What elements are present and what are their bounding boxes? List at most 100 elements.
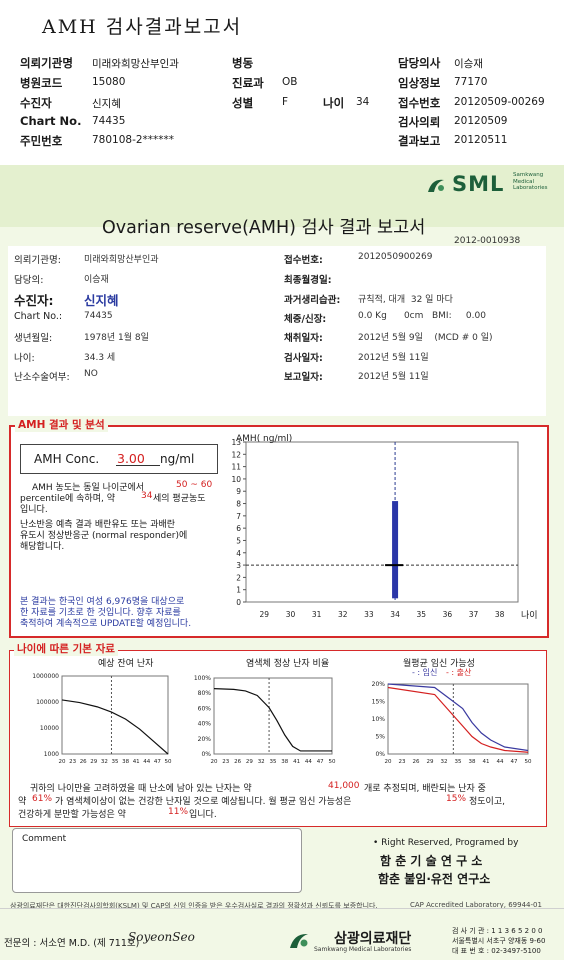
summary-text: 약 [18,797,27,807]
amh-conc-label: AMH Conc. [34,452,100,466]
header-value: 이승재 [454,58,483,70]
x-tick-label: 50 [165,759,172,765]
x-tick-label: 23 [69,759,76,765]
header-value: OB [282,76,298,88]
header-value: 신지혜 [92,98,121,110]
accreditation-note: 삼광의료재단은 대한진단검사의학회(KSLM) 및 CAP의 신임 인증을 받은… [10,902,378,910]
interp-text: 유도시 정상반응군 (normal responder)에 [20,531,188,541]
x-tick-label: 47 [154,759,161,765]
summary-pregnancy: 15% [446,794,467,804]
patient-name: 신지혜 [84,293,119,308]
sml-logo-icon [426,176,446,194]
header-label: 병원코드 [20,76,63,90]
y-tick-label: 11 [231,463,241,472]
x-tick-label: 44 [143,759,150,765]
info-label: 최종월경일: [284,275,332,286]
info-value: 2012년 5월 9일 (MCD # 0 일) [358,333,493,343]
header-value: 15080 [92,76,126,88]
header-label: 접수번호 [398,96,441,110]
header-value: 20120509-00269 [454,96,545,108]
header-age-label: 나이 [323,96,345,110]
info-label: 검사일자: [284,353,323,364]
chart-title: 월평균 임신 가능성 [403,659,475,669]
info-label: 난소수술여부: [14,372,70,383]
info-label: 채취일자: [284,333,323,344]
x-tick-label: 41 [483,759,490,765]
x-tick-label: 38 [122,759,129,765]
amh-conc-unit: ng/ml [160,452,195,466]
y-tick-label: 100000 [36,699,59,706]
interp-note: 축적하여 계속적으로 UPDATE할 예정입니다. [20,619,192,629]
x-tick-label: 38 [469,759,476,765]
series-line [387,683,529,752]
lab-name: 함 춘 기 술 연 구 소 [380,854,483,868]
header-label: 의뢰기관명 [20,56,73,70]
legend-birth: - : 출산 [446,668,472,677]
summary-text: 정도이고, [469,797,505,807]
interp-text: 난소반응 예측 결과 배란유도 또는 과배란 [20,520,176,530]
summary-text: 귀하의 나이만을 고려하였을 때 난소에 남아 있는 난자는 약 [30,784,252,794]
plot-area [245,441,519,603]
y-tick-label: 1 [236,586,241,595]
info-value: 규칙적, 대개 32 일 마다 [358,295,453,305]
amh-conc-value: 3.00 [117,451,145,466]
y-tick-label: 10 [231,475,241,484]
y-tick-label: 20% [372,681,386,688]
y-tick-label: 8 [236,500,241,509]
summary-ratio: 61% [32,794,53,804]
patient-info-panel [8,246,546,416]
header-label: 주민번호 [20,134,63,148]
x-tick-label: 23 [399,759,406,765]
y-tick-label: 100% [194,675,211,682]
report-title: Ovarian reserve(AMH) 검사 결과 보고서 [102,218,426,238]
x-tick-label: 32 [338,610,348,619]
y-tick-label: 60% [198,705,212,712]
rights-text: • Right Reserved, Programed by [373,838,519,848]
y-tick-label: 4 [236,549,241,558]
y-tick-label: 9 [236,487,241,496]
x-tick-label: 35 [270,759,277,765]
cap-note: CAP Accredited Laboratory, 69944-01 [410,901,542,909]
summary-text: 가 염색체이상이 없는 건강한 난자일 것으로 예상됩니다. 월 평균 임신 가… [55,797,352,807]
y-tick-label: 0% [201,751,211,758]
normal-egg-ratio-chart: 20 23 26 29 32 35 38 41 44 47 50 0% 20% 40% 60% 80% 100% [194,675,336,765]
y-tick-label: 5% [375,734,385,741]
info-value: 2012050900269 [358,252,433,262]
foundation-name: 삼광의료재단 [334,931,412,947]
interp-text: 세의 평균농도 [153,494,206,504]
info-value: 미래와희망산부인과 [84,255,159,265]
x-tick-label: 47 [317,759,324,765]
range-bar [392,501,399,599]
interp-text: 입니다. [20,505,48,515]
report-number: 2012-0010938 [454,236,521,246]
header-label: 진료과 [232,76,264,90]
x-tick-label: 34 [390,610,400,619]
amh-conc-underline [116,465,160,466]
plot-area [387,683,529,755]
document-title: AMH 검사결과보고서 [42,16,243,38]
x-tick-label: 32 [258,759,265,765]
x-tick-label: 32 [101,759,108,765]
x-tick-label: 20 [385,759,392,765]
comment-label: Comment [22,834,67,844]
y-tick-label: 40% [198,721,212,728]
header-value: 74435 [92,115,126,127]
info-value: 이승재 [84,275,109,285]
info-value: 74435 [84,311,113,321]
interp-percentile: 50 ~ 60 [176,480,213,490]
info-label: 체중/신장: [284,314,327,325]
x-tick-label: 26 [80,759,87,765]
header-label: 수진자 [20,96,52,110]
y-tick-label: 6 [236,524,241,533]
interp-age: 34 [141,491,153,501]
chart-title: 예상 잔여 난자 [98,659,154,669]
info-value: 2012년 5월 11일 [358,353,429,363]
remaining-eggs-chart: 20 23 26 29 32 35 38 41 44 47 50100010000100000100… [32,673,172,765]
y-tick-label: 1000 [44,751,59,758]
pregnancy-chance-chart: 20 23 26 29 32 35 38 41 44 47 50 0% 5% 10% 15% 20% [372,681,532,765]
sml-logo-subtitle: Samkwang Medical Laboratories [513,172,548,191]
header-label: 임상정보 [398,76,441,90]
header-label: 병동 [232,56,254,70]
info-value: 0.0 Kg 0cm BMI: 0.00 [358,311,486,321]
x-tick-label: 33 [364,610,374,619]
